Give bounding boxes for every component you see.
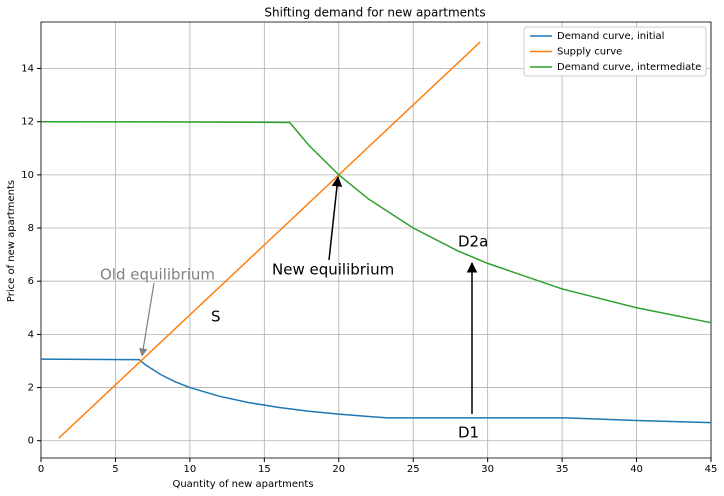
y-tick-label: 4 xyxy=(28,329,34,340)
x-tick-label: 5 xyxy=(112,464,118,475)
y-tick-label: 6 xyxy=(28,276,34,287)
annotation: New equilibrium xyxy=(272,261,394,279)
arrow xyxy=(328,175,343,261)
y-tick-label: 2 xyxy=(28,383,34,394)
legend-label: Demand curve, intermediate xyxy=(557,62,701,73)
legend-box xyxy=(523,26,707,77)
line-series xyxy=(40,120,712,324)
x-tick-label: 0 xyxy=(38,464,44,475)
x-tick-label: 40 xyxy=(630,464,643,475)
x-tick-label: 30 xyxy=(481,464,494,475)
legend-label: Supply curve xyxy=(557,47,622,58)
x-tick-label: 15 xyxy=(258,464,271,475)
x-tick-label: 25 xyxy=(407,464,420,475)
y-tick-label: 14 xyxy=(21,64,34,75)
annotation: Old equilibrium xyxy=(100,266,215,284)
x-tick-label: 10 xyxy=(184,464,197,475)
arrow xyxy=(139,282,155,357)
plot-frame xyxy=(40,21,712,459)
chart-title: Shifting demand for new apartments xyxy=(264,6,485,20)
x-tick-label: 45 xyxy=(705,464,718,475)
y-tick-label: 10 xyxy=(21,170,34,181)
annotation: D1 xyxy=(458,424,479,442)
annotation: D2a xyxy=(458,233,488,251)
y-tick-label: 0 xyxy=(28,436,34,447)
annotation: S xyxy=(211,308,221,326)
x-tick-label: 20 xyxy=(332,464,345,475)
y-tick-label: 12 xyxy=(21,117,34,128)
line-series xyxy=(40,358,712,424)
y-axis-label: Price of new apartments xyxy=(6,180,17,302)
x-axis-label: Quantity of new apartments xyxy=(172,479,313,490)
legend-label: Demand curve, initial xyxy=(557,31,664,42)
x-tick-label: 35 xyxy=(556,464,569,475)
y-tick-label: 8 xyxy=(28,223,34,234)
line-series xyxy=(58,41,481,439)
